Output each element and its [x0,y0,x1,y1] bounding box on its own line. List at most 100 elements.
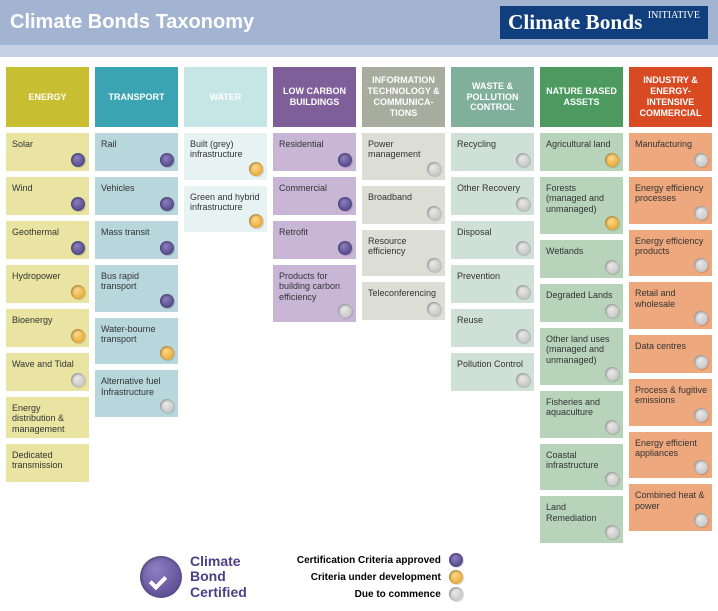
status-indicator [101,241,174,255]
taxonomy-cell: Built (grey) infrastructure [184,133,267,180]
status-indicator [457,373,530,387]
cell-label: Power management [368,139,441,160]
cell-label: Coastal infrastructure [546,450,619,471]
status-indicator [101,153,174,167]
taxonomy-cell: Vehicles [95,177,178,215]
status-dot-commence [427,162,441,176]
status-indicator [546,367,619,381]
status-indicator [101,294,174,308]
status-dot-approved [160,294,174,308]
status-dot-commence [516,241,530,255]
cell-label: Other land uses (managed and unmanaged) [546,334,619,365]
status-dot-commence [694,460,708,474]
taxonomy-cell: Rail [95,133,178,171]
cell-label: Manufacturing [635,139,708,149]
cell-label: Hydropower [12,271,85,281]
taxonomy-cell: Power management [362,133,445,180]
column-4: INFORMATION TECHNOLOGY & COMMUNICA-TIONS… [362,67,445,543]
status-dot-commence [694,355,708,369]
certified-logo-text: Climate Bond Certified [190,554,247,600]
column-6: NATURE BASED ASSETSAgricultural landFore… [540,67,623,543]
status-dot-commence [694,258,708,272]
legend: Climate Bond Certified Certification Cri… [0,549,718,611]
status-indicator [635,258,708,272]
taxonomy-cell: Data centres [629,335,712,373]
status-dot-commence [516,153,530,167]
status-dot-commence [71,373,85,387]
status-indicator [368,162,441,176]
cell-label: Energy efficiency products [635,236,708,257]
status-dot-developing [605,153,619,167]
category-header: ENERGY [6,67,89,127]
page-title: Climate Bonds Taxonomy [10,11,254,34]
cell-label: Energy distribution & management [12,403,85,434]
certified-logo: Climate Bond Certified [140,554,247,600]
taxonomy-cell: Green and hybrid infrastructure [184,186,267,233]
status-dot-commence [605,420,619,434]
cell-label: Teleconferencing [368,288,441,298]
status-dot-commence [516,373,530,387]
cell-label: Wetlands [546,246,619,256]
taxonomy-cell: Wind [6,177,89,215]
cell-label: Mass transit [101,227,174,237]
column-5: WASTE & POLLUTION CONTROLRecyclingOther … [451,67,534,543]
status-dot-developing [249,214,263,228]
taxonomy-cell: Bioenergy [6,309,89,347]
taxonomy-cell: Resource efficiency [362,230,445,277]
category-header: WATER [184,67,267,127]
taxonomy-cell: Retail and wholesale [629,282,712,329]
status-indicator [368,258,441,272]
taxonomy-cell: Energy efficiency processes [629,177,712,224]
cell-label: Wave and Tidal [12,359,85,369]
taxonomy-grid: ENERGYSolarWindGeothermalHydropowerBioen… [0,57,718,549]
cell-label: Reuse [457,315,530,325]
taxonomy-cell: Dedicated transmission [6,444,89,482]
status-indicator [635,206,708,220]
column-1: TRANSPORTRailVehiclesMass transitBus rap… [95,67,178,543]
status-dot-approved [71,197,85,211]
status-indicator [279,241,352,255]
status-dot-developing [449,570,463,584]
taxonomy-cell: Mass transit [95,221,178,259]
status-indicator [279,304,352,318]
status-dot-commence [605,367,619,381]
cell-label: Broadband [368,192,441,202]
column-0: ENERGYSolarWindGeothermalHydropowerBioen… [6,67,89,543]
status-indicator [635,513,708,527]
taxonomy-cell: Other Recovery [451,177,534,215]
taxonomy-cell: Teleconferencing [362,282,445,320]
brand-logo: Climate Bonds INITIATIVE [500,6,708,39]
cell-label: Rail [101,139,174,149]
status-indicator [457,329,530,343]
taxonomy-cell: Fisheries and aquaculture [540,391,623,438]
taxonomy-cell: Solar [6,133,89,171]
cell-label: Disposal [457,227,530,237]
category-header: NATURE BASED ASSETS [540,67,623,127]
taxonomy-cell: Agricultural land [540,133,623,171]
cell-label: Bioenergy [12,315,85,325]
category-header: INDUSTRY & ENERGY-INTENSIVE COMMERCIAL [629,67,712,127]
taxonomy-cell: Bus rapid transport [95,265,178,312]
cell-label: Commercial [279,183,352,193]
status-indicator [457,197,530,211]
taxonomy-cell: Disposal [451,221,534,259]
status-dot-developing [71,285,85,299]
logo-line-2: Bond [190,569,247,584]
status-dot-commence [516,197,530,211]
status-indicator [101,197,174,211]
taxonomy-cell: Manufacturing [629,133,712,171]
header-subbar [0,45,718,57]
status-indicator [368,302,441,316]
status-dot-commence [694,513,708,527]
cell-label: Vehicles [101,183,174,193]
taxonomy-cell: Wetlands [540,240,623,278]
cell-label: Land Remediation [546,502,619,523]
status-indicator [635,408,708,422]
status-indicator [546,420,619,434]
cell-label: Dedicated transmission [12,450,85,471]
status-dot-commence [516,285,530,299]
status-indicator [101,399,174,413]
status-dot-commence [605,260,619,274]
logo-line-3: Certified [190,585,247,600]
status-dot-commence [605,472,619,486]
